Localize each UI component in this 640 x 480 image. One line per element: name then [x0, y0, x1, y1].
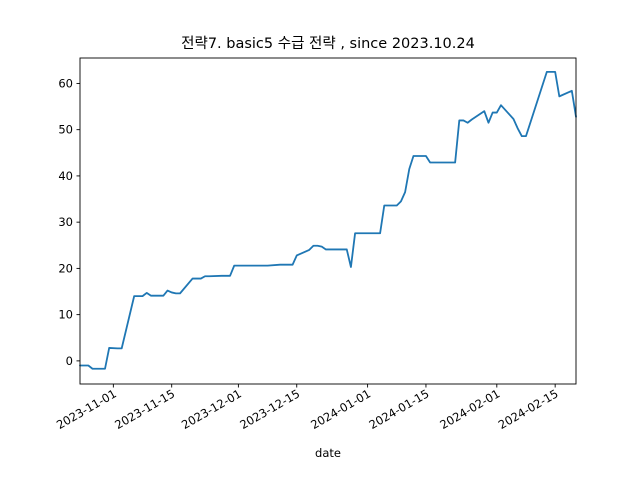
x-tick-label: 2024-02-01: [437, 386, 502, 432]
x-tick-label: 2023-11-15: [112, 386, 177, 432]
y-tick-label: 10: [58, 308, 73, 322]
x-axis-label: date: [315, 446, 341, 460]
y-tick-label: 0: [66, 354, 73, 368]
x-tick-label: 2024-01-01: [308, 386, 373, 432]
x-tick-label: 2023-12-15: [237, 386, 302, 432]
x-tick-label: 2024-01-15: [367, 386, 432, 432]
y-tick-label: 30: [58, 215, 73, 229]
x-tick-label: 2023-12-01: [179, 386, 244, 432]
y-tick-label: 20: [58, 261, 73, 275]
y-tick-label: 60: [58, 76, 73, 90]
x-tick-label: 2023-11-01: [54, 386, 119, 432]
series-line-0: [79, 70, 577, 370]
y-tick-label: 40: [58, 169, 73, 183]
x-tick-label: 2024-02-15: [496, 386, 561, 432]
chart-title: 전략7. basic5 수급 전략 , since 2023.10.24: [181, 35, 475, 52]
plot-frame: [79, 57, 577, 385]
y-tick-label: 50: [58, 123, 73, 137]
